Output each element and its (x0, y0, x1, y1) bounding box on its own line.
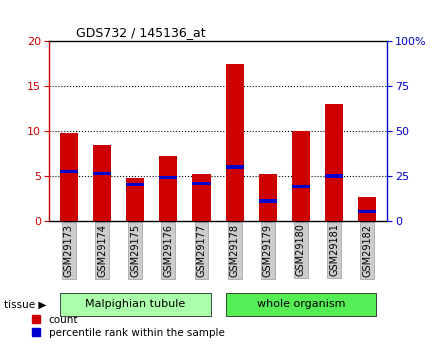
Bar (126, 183, 144, 187)
Bar (192, 174, 210, 221)
Bar (292, 185, 310, 188)
Bar (226, 64, 244, 221)
Bar (259, 174, 277, 221)
Text: GDS732 / 145136_at: GDS732 / 145136_at (76, 26, 206, 39)
Bar (126, 178, 144, 221)
Bar (226, 165, 244, 169)
Bar (159, 176, 178, 179)
Bar (325, 104, 343, 221)
Text: Malpighian tubule: Malpighian tubule (85, 299, 185, 309)
Legend: count, percentile rank within the sample: count, percentile rank within the sample (32, 315, 224, 338)
Bar (60, 133, 78, 221)
Bar (159, 156, 178, 221)
Bar (93, 172, 111, 175)
Bar (358, 210, 376, 214)
Bar (325, 174, 343, 178)
Bar (60, 170, 78, 173)
Bar (358, 197, 376, 221)
Text: tissue ▶: tissue ▶ (4, 299, 47, 309)
Bar (259, 199, 277, 203)
Bar (192, 181, 210, 185)
Bar (292, 131, 310, 221)
Text: whole organism: whole organism (257, 299, 345, 309)
Bar (93, 145, 111, 221)
